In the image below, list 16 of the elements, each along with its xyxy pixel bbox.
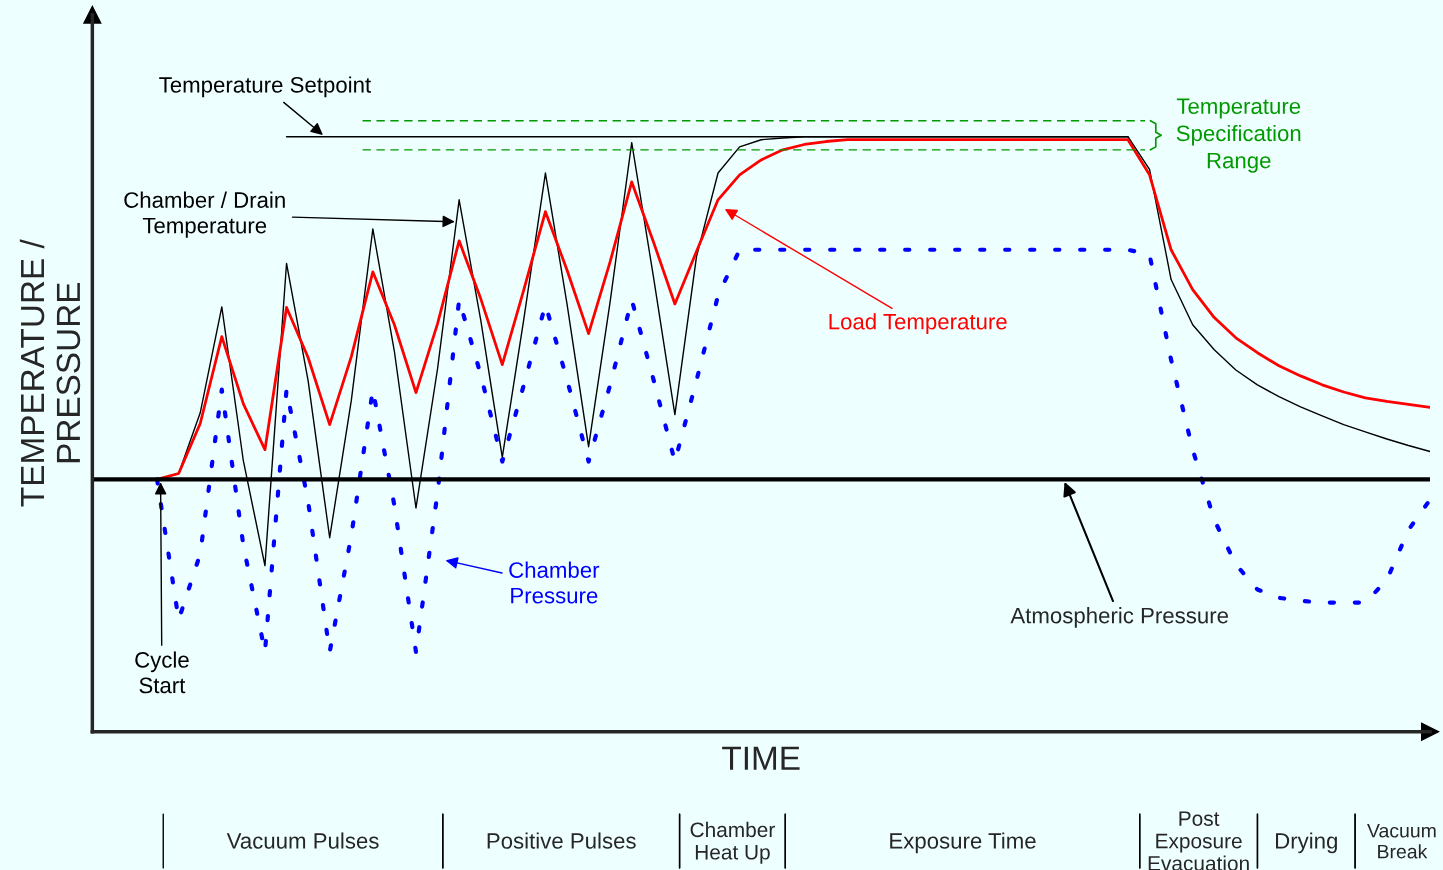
text: Chamber Heat Up [690,821,775,864]
text: Exposure Time [890,832,1036,854]
text: Temperature Setpoint [159,76,371,98]
ref-line-label: Atmospheric Pressure [1010,607,1228,628]
annotation: Chamber / Drain Temperature [124,191,285,238]
x-axis-title: TIME [722,746,800,770]
text: Post Exposure Evacuation [1148,811,1249,870]
text: Drying [1276,832,1337,854]
y-axis-title: TEMPERATURE / PRESSURE [19,239,81,507]
text: Vacuum Break [1367,823,1436,859]
annotation: Cycle Start [135,651,189,694]
annotation: Temperature Specification Range [1176,98,1301,173]
annotation: Load Temperature [829,313,1007,334]
text: Positive Pulses [487,832,636,849]
annotation: Chamber Pressure [509,561,600,604]
text: Vacuum Pulses [226,832,379,849]
